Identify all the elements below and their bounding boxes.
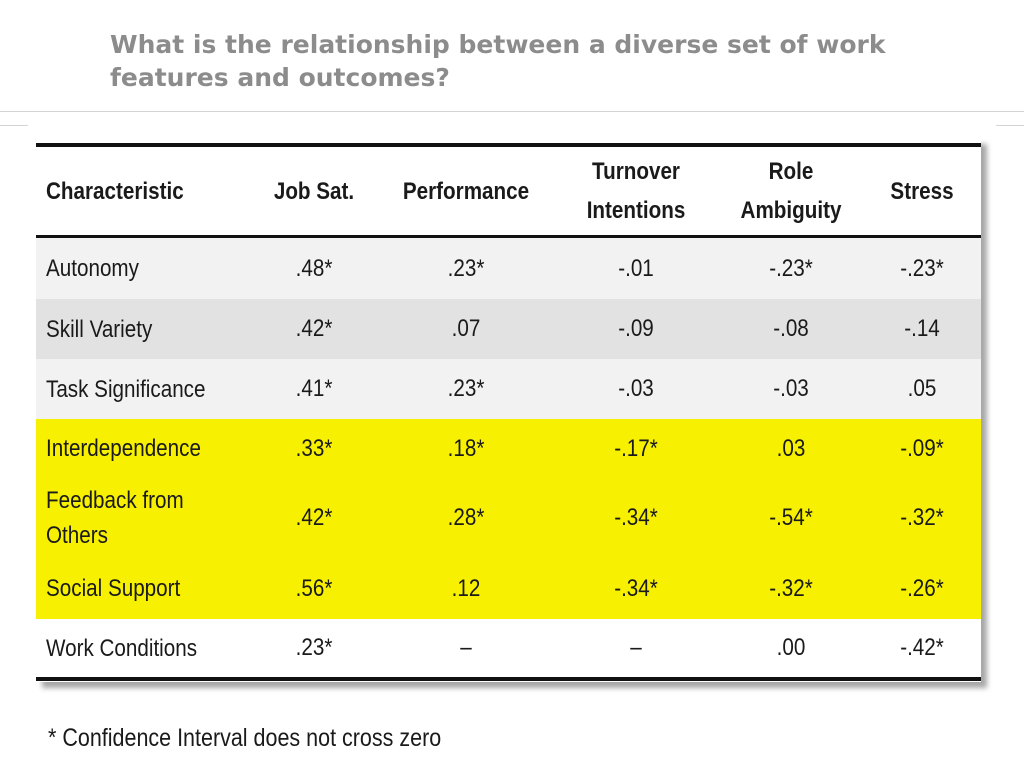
table-row: Work Conditions .23* – – .00 -.42* (36, 619, 981, 677)
cell-role-ambiguity: .03 (776, 434, 806, 462)
cell-role-ambiguity: -.23* (769, 254, 813, 282)
cell-job-sat: .33* (295, 434, 333, 462)
cell-job-sat: .42* (295, 504, 333, 531)
header-performance: Performance (402, 177, 530, 205)
table-row: Feedback from Others .42* .28* -.34* -.54* -.… (36, 478, 981, 558)
slide-title: What is the relationship between a diver… (110, 30, 886, 92)
table-header-rule (36, 235, 981, 238)
cell-turnover-intentions: -.34* (614, 504, 658, 531)
cell-performance: .28* (447, 504, 485, 531)
cell-job-sat: .48* (295, 254, 333, 282)
title-divider (0, 111, 1024, 112)
cell-turnover-intentions: -.01 (618, 254, 654, 282)
correlation-table: Characteristic Job Sat. Performance Turn… (36, 138, 981, 682)
table-row: Autonomy .48* .23* -.01 -.23* -.23* (36, 238, 981, 299)
cell-stress: .05 (907, 375, 937, 402)
cell-role-ambiguity: -.54* (769, 504, 813, 531)
header-turnover-intentions: Turnover Intentions (586, 158, 686, 224)
cell-stress: -.26* (900, 574, 944, 602)
cell-role-ambiguity: -.03 (773, 375, 809, 402)
left-edge-line (0, 125, 28, 126)
cell-characteristic: Work Conditions (46, 619, 244, 677)
table-bottom-rule (36, 677, 981, 681)
cell-characteristic: Autonomy (46, 238, 244, 299)
cell-job-sat: .56* (295, 574, 333, 602)
cell-performance: .23* (447, 254, 485, 282)
cell-performance: – (460, 634, 472, 661)
table-top-rule (36, 143, 981, 147)
header-role-ambiguity: Role Ambiguity (740, 158, 842, 224)
cell-stress: -.14 (904, 315, 940, 342)
footnote: * Confidence Interval does not cross zer… (48, 724, 442, 752)
cell-characteristic: Feedback from Others (46, 478, 244, 558)
cell-role-ambiguity: -.32* (769, 574, 813, 602)
cell-turnover-intentions: -.17* (614, 434, 658, 462)
cell-characteristic: Social Support (46, 558, 244, 619)
cell-turnover-intentions: – (630, 634, 642, 661)
cell-job-sat: .41* (295, 375, 333, 402)
header-stress: Stress (890, 177, 954, 205)
row-label: Work Conditions (46, 634, 198, 662)
cell-role-ambiguity: .00 (776, 634, 806, 661)
row-label: Interdependence (46, 435, 201, 462)
cell-job-sat: .23* (295, 634, 333, 661)
cell-characteristic: Skill Variety (46, 299, 244, 359)
cell-stress: -.09* (900, 434, 944, 462)
cell-stress: -.42* (900, 634, 944, 661)
cell-performance: .07 (451, 315, 481, 342)
cell-characteristic: Interdependence (46, 419, 244, 478)
row-label: Task Significance (46, 375, 206, 403)
row-label: Social Support (46, 575, 181, 602)
cell-turnover-intentions: -.03 (618, 375, 654, 402)
row-label: Feedback from Others (46, 487, 184, 549)
cell-stress: -.23* (900, 254, 944, 282)
cell-turnover-intentions: -.34* (614, 574, 658, 602)
cell-performance: .12 (451, 574, 481, 602)
cell-characteristic: Task Significance (46, 359, 244, 419)
table-row: Interdependence .33* .18* -.17* .03 -.09* (36, 419, 981, 478)
header-job-sat: Job Sat. (273, 177, 355, 205)
table-row: Skill Variety .42* .07 -.09 -.08 -.14 (36, 299, 981, 359)
cell-job-sat: .42* (295, 315, 333, 342)
table-row: Social Support .56* .12 -.34* -.32* -.26* (36, 558, 981, 619)
cell-stress: -.32* (900, 504, 944, 531)
table-header-row: Characteristic Job Sat. Performance Turn… (36, 147, 981, 235)
row-label: Skill Variety (46, 315, 153, 343)
cell-performance: .23* (447, 375, 485, 402)
right-edge-line (996, 125, 1024, 126)
row-label: Autonomy (46, 255, 139, 282)
cell-turnover-intentions: -.09 (618, 315, 654, 342)
table-row: Task Significance .41* .23* -.03 -.03 .05 (36, 359, 981, 419)
header-characteristic: Characteristic (46, 177, 184, 205)
cell-performance: .18* (447, 434, 485, 462)
cell-role-ambiguity: -.08 (773, 315, 809, 342)
